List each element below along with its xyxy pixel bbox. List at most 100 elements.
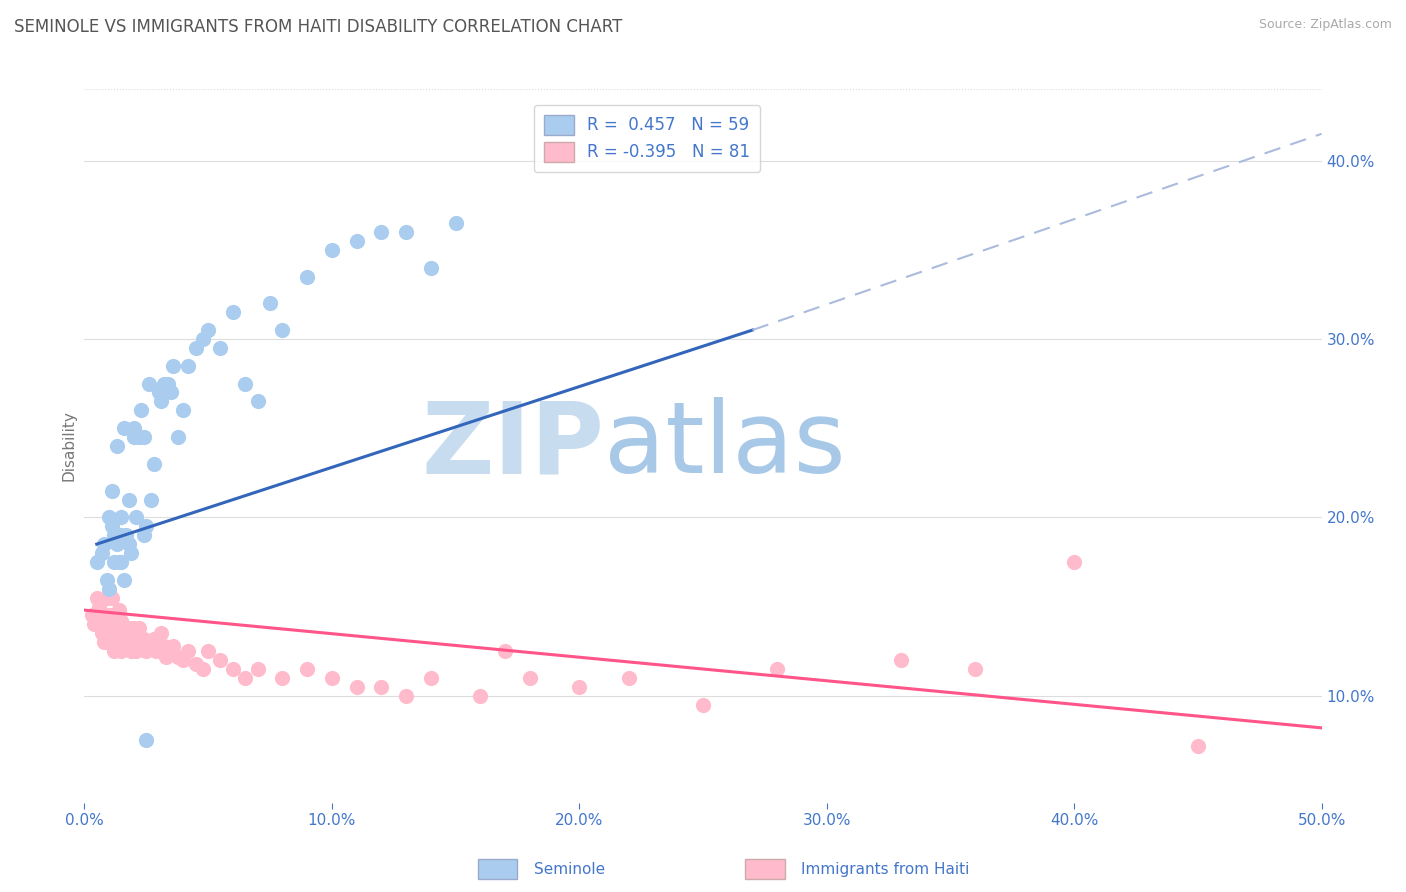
Point — [103, 608, 125, 623]
Point — [191, 332, 214, 346]
Point — [1063, 555, 1085, 569]
Point — [233, 376, 256, 391]
Point — [90, 608, 112, 623]
Text: atlas: atlas — [605, 398, 845, 494]
Point — [103, 644, 125, 658]
Point — [115, 528, 138, 542]
Point — [138, 635, 160, 649]
Point — [100, 626, 122, 640]
Point — [141, 492, 163, 507]
Point — [125, 510, 148, 524]
Point — [112, 621, 135, 635]
Point — [135, 644, 157, 658]
Point — [110, 555, 132, 569]
Point — [135, 733, 157, 747]
Point — [96, 573, 118, 587]
Point — [209, 341, 232, 355]
Point — [321, 671, 343, 685]
Point — [100, 483, 122, 498]
Point — [271, 323, 294, 337]
Point — [191, 662, 214, 676]
Point — [90, 546, 112, 560]
Point — [246, 662, 269, 676]
Point — [110, 614, 132, 628]
Point — [105, 621, 128, 635]
Text: Source: ZipAtlas.com: Source: ZipAtlas.com — [1258, 18, 1392, 31]
Point — [125, 632, 148, 646]
Point — [118, 639, 141, 653]
Point — [105, 537, 128, 551]
Point — [93, 537, 115, 551]
Point — [155, 649, 177, 664]
Point — [519, 671, 541, 685]
Point — [112, 573, 135, 587]
Point — [172, 403, 194, 417]
Point — [494, 644, 516, 658]
Point — [444, 216, 467, 230]
Point — [295, 662, 318, 676]
Text: ZIP: ZIP — [422, 398, 605, 494]
Point — [141, 639, 163, 653]
Point — [157, 376, 180, 391]
Point — [112, 635, 135, 649]
Point — [395, 689, 418, 703]
Point — [118, 537, 141, 551]
Point — [122, 621, 145, 635]
Point — [246, 394, 269, 409]
Point — [162, 639, 184, 653]
Point — [93, 635, 115, 649]
Point — [108, 603, 131, 617]
Point — [568, 680, 591, 694]
Point — [103, 528, 125, 542]
Point — [83, 617, 105, 632]
Point — [197, 644, 219, 658]
Point — [122, 421, 145, 435]
Point — [138, 376, 160, 391]
Point — [965, 662, 987, 676]
Point — [222, 305, 245, 319]
Point — [112, 421, 135, 435]
Point — [90, 626, 112, 640]
Point — [145, 644, 167, 658]
Point — [105, 635, 128, 649]
Point — [209, 653, 232, 667]
Point — [110, 528, 132, 542]
Point — [132, 430, 155, 444]
Point — [118, 621, 141, 635]
Point — [160, 644, 183, 658]
Point — [128, 430, 150, 444]
Point — [89, 599, 111, 614]
Point — [395, 225, 418, 239]
Point — [120, 546, 142, 560]
Point — [321, 243, 343, 257]
Point — [105, 439, 128, 453]
Point — [98, 608, 121, 623]
Point — [96, 591, 118, 605]
Point — [148, 639, 170, 653]
Point — [110, 626, 132, 640]
Point — [172, 653, 194, 667]
Point — [148, 385, 170, 400]
Point — [105, 608, 128, 623]
Point — [120, 626, 142, 640]
Point — [766, 662, 789, 676]
Point — [98, 635, 121, 649]
Point — [150, 394, 173, 409]
Point — [132, 632, 155, 646]
Point — [80, 608, 103, 623]
Point — [122, 639, 145, 653]
Point — [128, 621, 150, 635]
Point — [222, 662, 245, 676]
Point — [167, 649, 190, 664]
Text: Seminole: Seminole — [534, 863, 606, 877]
Point — [118, 492, 141, 507]
Point — [152, 376, 174, 391]
Point — [86, 555, 108, 569]
Point — [132, 528, 155, 542]
Point — [692, 698, 714, 712]
Point — [370, 680, 392, 694]
Point — [96, 617, 118, 632]
Point — [197, 323, 219, 337]
Point — [103, 555, 125, 569]
Point — [152, 639, 174, 653]
